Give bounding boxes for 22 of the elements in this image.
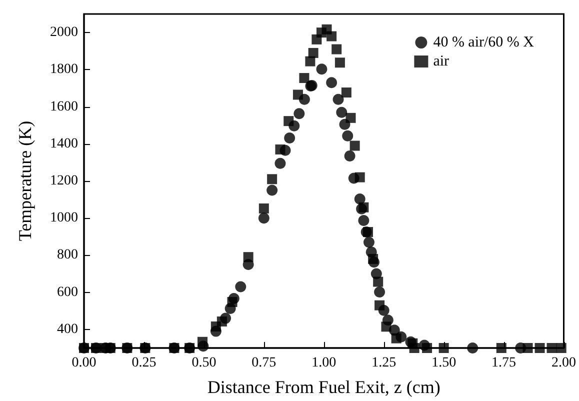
y-tick-label: 1000 [50, 210, 78, 226]
x-tick-label: 1.75 [492, 356, 516, 370]
y-tick-label: 1600 [50, 99, 78, 114]
y-tick-label: 600 [57, 284, 78, 300]
x-tick-label: 2.00 [552, 356, 576, 370]
y-tick-label: 400 [57, 322, 78, 337]
x-tick-label: 0.25 [132, 356, 156, 370]
legend-label: 40 % air/60 % X [433, 34, 534, 50]
y-tick-label: 1800 [50, 62, 78, 78]
y-tick-label: 800 [57, 248, 78, 263]
x-axis-title: Distance From Fuel Exit, z (cm) [207, 377, 440, 397]
x-tick-label: 0.00 [72, 356, 96, 370]
y-axis-title: Temperature (K) [15, 120, 35, 242]
y-tick-label: 2000 [50, 25, 78, 40]
x-tick-label: 0.75 [252, 356, 276, 370]
x-tick-label: 1.25 [372, 356, 396, 370]
x-tick-label: 1.50 [432, 356, 456, 370]
y-tick-label: 1200 [50, 174, 78, 188]
x-tick-label: 0.50 [192, 356, 216, 370]
y-tick-label: 1400 [50, 136, 78, 152]
legend-label: air [433, 54, 450, 70]
x-tick-label: 1.00 [312, 356, 336, 370]
